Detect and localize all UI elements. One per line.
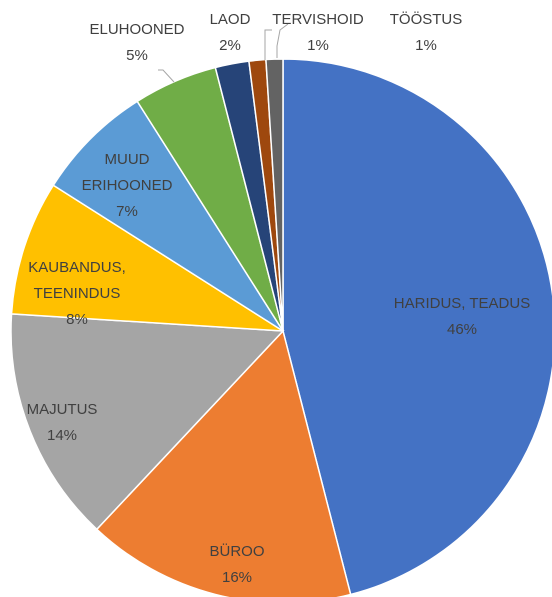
slice-label: TÖÖSTUS 1% bbox=[381, 7, 471, 59]
slice-label: HARIDUS, TEADUS 46% bbox=[362, 291, 552, 343]
value-label: 8% bbox=[66, 311, 88, 328]
category-label: TÖÖSTUS bbox=[389, 11, 463, 28]
slice-label: LAOD 2% bbox=[200, 7, 260, 59]
slice-label: TERVISHOID 1% bbox=[268, 7, 368, 59]
value-label: 5% bbox=[126, 47, 148, 64]
pie-slice bbox=[10, 184, 284, 332]
value-label: 1% bbox=[415, 37, 437, 54]
category-label: MUUD ERIHOONED bbox=[81, 151, 173, 194]
value-label: 14% bbox=[46, 427, 78, 444]
category-label: ELUHOONED bbox=[89, 21, 185, 38]
category-label: HARIDUS, TEADUS bbox=[393, 295, 531, 312]
pie-slice bbox=[282, 58, 552, 596]
pie-slice bbox=[10, 313, 285, 531]
slice-label: KAUBANDUS, TEENINDUS 8% bbox=[22, 255, 132, 333]
category-label: BÜROO bbox=[209, 543, 265, 560]
value-label: 7% bbox=[116, 203, 138, 220]
leader-line bbox=[264, 29, 272, 60]
slice-label: ELUHOONED 5% bbox=[82, 17, 192, 69]
category-label: MAJUTUS bbox=[26, 401, 98, 418]
value-label: 46% bbox=[446, 321, 478, 338]
value-label: 2% bbox=[219, 37, 241, 54]
pie-slice bbox=[95, 329, 352, 597]
slice-label: BÜROO 16% bbox=[177, 539, 297, 591]
pie-slice bbox=[52, 100, 284, 332]
slice-label: MAJUTUS 14% bbox=[12, 397, 112, 449]
value-label: 1% bbox=[307, 37, 329, 54]
leader-line bbox=[158, 69, 175, 83]
pie-slice bbox=[265, 58, 284, 332]
category-label: LAOD bbox=[209, 11, 251, 28]
category-label: TERVISHOID bbox=[272, 11, 364, 28]
leader-line bbox=[276, 23, 289, 58]
slice-label: MUUD ERIHOONED 7% bbox=[77, 147, 177, 225]
value-label: 16% bbox=[221, 569, 253, 586]
category-label: KAUBANDUS, TEENINDUS bbox=[28, 259, 126, 302]
